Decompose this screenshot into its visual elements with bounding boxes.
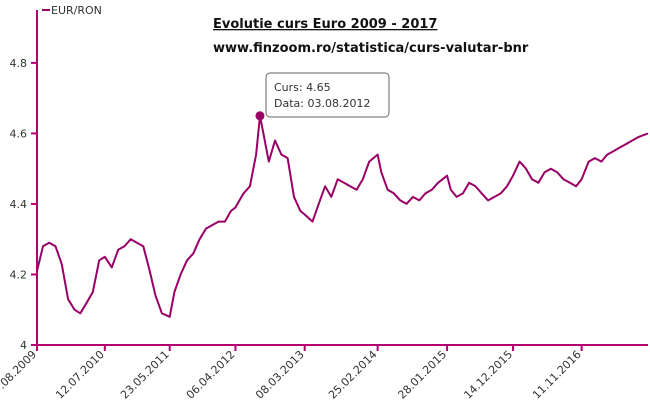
chart-title: Evolutie curs Euro 2009 - 2017 bbox=[213, 17, 437, 32]
x-tick-label: 08.03.2013 bbox=[253, 348, 307, 402]
y-tick-label: 4.4 bbox=[10, 198, 28, 211]
y-axis-ticks: 4 4.2 4.4 4.6 4.8 bbox=[10, 57, 37, 352]
y-tick-label: 4.2 bbox=[10, 268, 28, 281]
x-axis-ticks: 17.08.2009 12.07.2010 23.05.2011 06.04.2012… bbox=[0, 345, 584, 402]
x-tick-label: 17.08.2009 bbox=[0, 348, 39, 402]
tooltip-box bbox=[265, 72, 390, 118]
chart-subtitle: www.finzoom.ro/statistica/curs-valutar-b… bbox=[213, 41, 529, 56]
x-tick-label: 25.02.2014 bbox=[326, 348, 380, 402]
x-tick-label: 23.05.2011 bbox=[118, 348, 172, 402]
x-tick-label: 14.12.2015 bbox=[461, 348, 515, 402]
tooltip-date: Data: 03.08.2012 bbox=[274, 97, 370, 110]
peak-marker[interactable] bbox=[255, 111, 265, 121]
x-tick-label: 11.11.2016 bbox=[530, 348, 584, 402]
y-axis-label: EUR/RON bbox=[51, 4, 102, 17]
x-tick-label: 28.01.2015 bbox=[395, 348, 449, 402]
tooltip: Curs: 4.65 Data: 03.08.2012 bbox=[265, 72, 390, 118]
y-tick-label: 4.8 bbox=[10, 57, 28, 70]
y-tick-label: 4.6 bbox=[10, 127, 28, 140]
series-line-eur-ron bbox=[36, 114, 649, 318]
tooltip-value: Curs: 4.65 bbox=[274, 81, 331, 94]
x-tick-label: 06.04.2012 bbox=[184, 348, 238, 402]
x-tick-label: 12.07.2010 bbox=[53, 348, 107, 402]
y-tick-label: 4 bbox=[20, 339, 27, 352]
